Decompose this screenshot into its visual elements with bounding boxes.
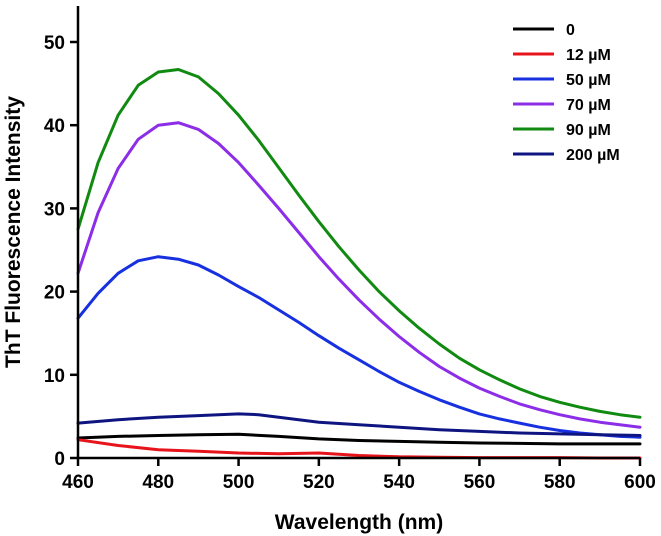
series-line-5: [76, 412, 642, 437]
x-axis-title: Wavelength (nm): [275, 511, 443, 534]
x-tick-label: 580: [544, 472, 576, 493]
y-tick-label: 50: [44, 33, 65, 54]
series-line-4: [76, 68, 642, 419]
legend-label-1: 12 µM: [566, 47, 611, 64]
legend-label-0: 0: [566, 22, 575, 39]
x-tick-label: 600: [624, 472, 656, 493]
x-tick-label: 460: [62, 472, 94, 493]
y-tick-label: 20: [44, 283, 65, 304]
x-tick-label: 480: [142, 472, 174, 493]
legend-label-3: 70 µM: [566, 97, 611, 114]
y-ticks-group: 0 10 20 30 40 50: [44, 33, 78, 470]
x-tick-label: 500: [223, 472, 255, 493]
series-line-3: [76, 121, 642, 429]
x-tick-label: 560: [464, 472, 496, 493]
x-tick-label: 540: [383, 472, 415, 493]
legend: 0 12 µM 50 µM 70 µM 90 µM 200 µM: [513, 22, 620, 164]
legend-label-5: 200 µM: [566, 147, 620, 164]
series-line-2: [76, 255, 642, 439]
series-line-0: [76, 432, 642, 446]
y-tick-label: 40: [44, 116, 65, 137]
y-tick-label: 0: [54, 449, 65, 470]
legend-label-2: 50 µM: [566, 72, 611, 89]
x-tick-label: 520: [303, 472, 335, 493]
y-axis-title: ThT Fluorescence Intensity: [2, 96, 25, 368]
legend-label-4: 90 µM: [566, 122, 611, 139]
y-tick-label: 10: [44, 366, 65, 387]
y-tick-label: 30: [44, 199, 65, 220]
x-ticks-group: 460 480 500 520 540 560 580 600: [62, 458, 656, 493]
plot-series-group: [76, 68, 642, 460]
